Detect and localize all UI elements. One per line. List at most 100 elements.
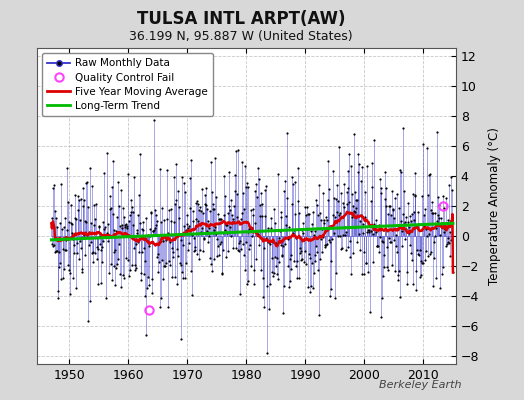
Point <box>294 275 303 281</box>
Point <box>447 236 455 243</box>
Point <box>336 233 344 239</box>
Point <box>418 260 426 266</box>
Point <box>95 232 104 239</box>
Point <box>69 250 78 256</box>
Point <box>447 174 456 180</box>
Point <box>277 209 286 216</box>
Point <box>260 245 268 252</box>
Point <box>272 240 280 246</box>
Point <box>397 168 405 175</box>
Point <box>297 257 305 263</box>
Point <box>270 220 279 226</box>
Point <box>442 222 451 229</box>
Point <box>429 283 438 289</box>
Point <box>182 227 190 233</box>
Point <box>221 227 230 233</box>
Point <box>126 212 134 218</box>
Point <box>124 171 133 178</box>
Point <box>435 232 444 238</box>
Point <box>431 210 440 216</box>
Point <box>333 208 341 215</box>
Point <box>382 185 390 191</box>
Point <box>78 235 86 241</box>
Point <box>323 241 331 247</box>
Point <box>171 161 180 167</box>
Point <box>106 206 114 212</box>
Point <box>300 259 308 265</box>
Point <box>219 246 227 253</box>
Point <box>147 210 156 216</box>
Point <box>238 159 246 166</box>
Point <box>291 178 299 185</box>
Point <box>210 227 218 233</box>
Point <box>244 278 253 285</box>
Point <box>417 258 425 264</box>
Point <box>421 257 429 264</box>
Point <box>136 220 144 226</box>
Point <box>434 194 442 201</box>
Point <box>235 290 244 297</box>
Point <box>194 207 203 214</box>
Point <box>294 165 302 172</box>
Point <box>447 214 456 221</box>
Point <box>106 204 115 211</box>
Point <box>58 236 66 242</box>
Point <box>89 249 97 256</box>
Point <box>248 224 257 231</box>
Point <box>116 223 125 229</box>
Point <box>166 261 174 268</box>
Point <box>53 248 61 254</box>
Point <box>445 239 453 246</box>
Point <box>363 163 372 169</box>
Point <box>150 117 159 123</box>
Point <box>81 252 90 258</box>
Point <box>207 261 215 267</box>
Point <box>405 230 413 236</box>
Point <box>172 196 180 203</box>
Point <box>94 223 103 229</box>
Point <box>215 216 224 222</box>
Point <box>446 228 455 235</box>
Point <box>231 171 239 178</box>
Point <box>236 238 244 244</box>
Point <box>250 281 258 287</box>
Point <box>165 207 173 214</box>
Point <box>94 246 102 252</box>
Point <box>288 174 296 180</box>
Point <box>435 214 443 221</box>
Point <box>90 202 98 209</box>
Point <box>249 212 257 218</box>
Point <box>277 214 285 220</box>
Point <box>87 220 95 227</box>
Point <box>329 212 337 218</box>
Point <box>416 247 424 254</box>
Point <box>146 226 155 232</box>
Point <box>292 258 301 264</box>
Point <box>263 283 271 289</box>
Point <box>355 160 363 167</box>
Point <box>191 244 199 250</box>
Point <box>174 215 183 221</box>
Point <box>384 267 392 274</box>
Point <box>347 271 355 278</box>
Point <box>154 269 162 275</box>
Point <box>80 197 89 203</box>
Point <box>65 219 73 226</box>
Point <box>101 234 110 241</box>
Point <box>289 180 298 187</box>
Point <box>220 173 228 180</box>
Point <box>285 224 293 230</box>
Y-axis label: Temperature Anomaly (°C): Temperature Anomaly (°C) <box>487 127 500 285</box>
Point <box>243 228 252 235</box>
Point <box>268 254 276 261</box>
Point <box>257 189 265 196</box>
Point <box>125 273 134 280</box>
Point <box>261 234 270 241</box>
Point <box>178 174 187 180</box>
Point <box>211 155 220 161</box>
Point <box>93 244 102 250</box>
Point <box>361 214 369 221</box>
Point <box>274 276 282 282</box>
Point <box>448 186 456 193</box>
Point <box>327 286 335 292</box>
